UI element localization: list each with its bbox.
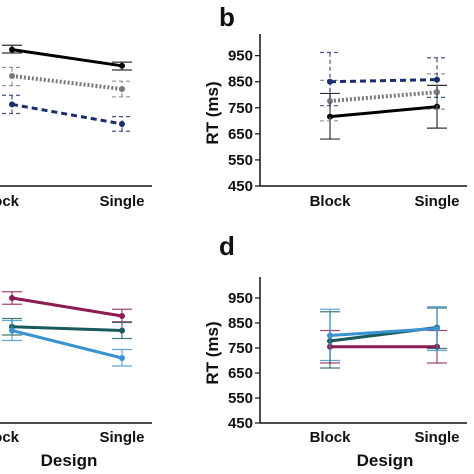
panel-a: lock Single (0, 44, 152, 210)
x-tick-label: Single (99, 429, 144, 446)
y-tick-label: 650 (228, 365, 253, 382)
data-point (119, 86, 125, 93)
data-point (119, 327, 125, 334)
y-tick-label: 450 (228, 415, 253, 432)
x-axis-label: Design (357, 451, 414, 470)
data-point (9, 72, 15, 79)
series-line (11, 329, 123, 360)
data-point (327, 98, 333, 105)
panel-label: b (219, 2, 235, 32)
data-point (434, 76, 440, 83)
data-point (9, 101, 15, 108)
data-point (9, 46, 15, 53)
series-line (11, 102, 123, 126)
y-tick-label: 850 (228, 315, 253, 332)
x-tick-label: lock (0, 193, 20, 210)
x-tick-label: Block (310, 193, 352, 210)
data-point (119, 120, 125, 127)
y-tick-label: 950 (228, 48, 253, 65)
data-point (327, 332, 333, 339)
series-line (329, 105, 438, 119)
series-line (11, 48, 123, 68)
y-tick-label: 450 (228, 178, 253, 195)
series-line (329, 78, 438, 84)
data-point (9, 327, 15, 334)
data-point (9, 295, 15, 301)
panel-b: 450 550 650 750 850 950 RT (ms) b Block Single (203, 2, 467, 210)
data-point (434, 89, 440, 96)
data-point (119, 355, 125, 361)
series-line (11, 296, 123, 318)
y-tick-label: 550 (228, 152, 253, 169)
series-line (11, 73, 123, 92)
x-tick-label: Single (414, 429, 459, 446)
y-tick-label: 750 (228, 100, 253, 117)
y-tick-label: 950 (228, 290, 253, 307)
y-tick-label: 550 (228, 390, 253, 407)
y-tick-label: 850 (228, 74, 253, 91)
data-point (119, 62, 125, 69)
x-tick-label: Single (99, 193, 144, 210)
x-axis-label: Design (41, 451, 98, 470)
y-axis-label: RT (ms) (203, 321, 222, 384)
data-point (434, 325, 440, 332)
panel-d: 450 550 650 750 850 950 RT (ms) d Block SingleDes… (203, 231, 467, 470)
data-point (327, 113, 333, 120)
x-tick-label: Single (414, 193, 459, 210)
x-tick-label: lock (0, 429, 20, 446)
y-tick-label: 650 (228, 126, 253, 143)
y-tick-label: 750 (228, 340, 253, 357)
data-point (327, 78, 333, 85)
series-line (329, 327, 438, 337)
x-tick-label: Block (310, 429, 352, 446)
y-axis-label: RT (ms) (203, 81, 222, 144)
panel-label: d (219, 231, 235, 261)
series-line (329, 90, 438, 104)
data-point (119, 313, 125, 319)
series-line (11, 325, 123, 332)
